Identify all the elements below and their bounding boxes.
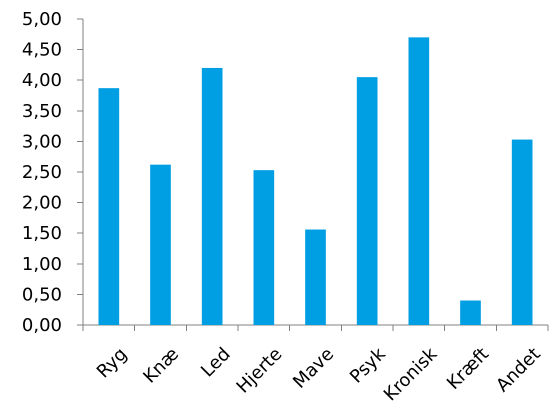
x-tick-label: Hjerte (233, 344, 287, 398)
bars (98, 37, 533, 326)
y-tick-label: 1,00 (22, 254, 62, 275)
x-tick-label: Andet (492, 344, 545, 397)
bar-kronisk (408, 37, 430, 326)
y-tick-label: 2,00 (22, 193, 62, 214)
bar-kræft (460, 300, 481, 325)
bar-led (201, 67, 223, 326)
y-tick-label: 0,50 (22, 284, 62, 305)
x-tick-label: Knæ (139, 344, 183, 388)
y-tick-label: 1,50 (22, 223, 62, 244)
x-tick-label: Led (197, 344, 235, 382)
bar-mave (305, 229, 326, 325)
y-tick-label: 0,00 (22, 315, 62, 336)
y-tick-label: 2,50 (22, 162, 62, 183)
y-axis: 0,00 0,50 1,00 1,50 2,00 2,50 3,00 3,50 4,00 4,50… (22, 9, 84, 336)
bar-knæ (150, 164, 171, 325)
bar-hjerte (253, 170, 275, 325)
x-tick-label: Ryg (93, 344, 132, 383)
y-tick-label: 4,00 (22, 70, 62, 91)
y-tick-label: 4,50 (22, 40, 62, 61)
x-tick-label: Kræft (443, 344, 493, 394)
x-tick-label: Mave (289, 344, 338, 393)
y-tick-label: 3,50 (22, 101, 62, 122)
x-tick-label: Psyk (346, 343, 390, 387)
y-tick-label: 3,00 (22, 131, 62, 152)
bar-psyk (356, 77, 378, 325)
bar-ryg (98, 88, 120, 325)
x-tick-label: Kronisk (380, 343, 442, 405)
y-tick-label: 5,00 (22, 9, 62, 30)
bar-andet (511, 139, 533, 325)
